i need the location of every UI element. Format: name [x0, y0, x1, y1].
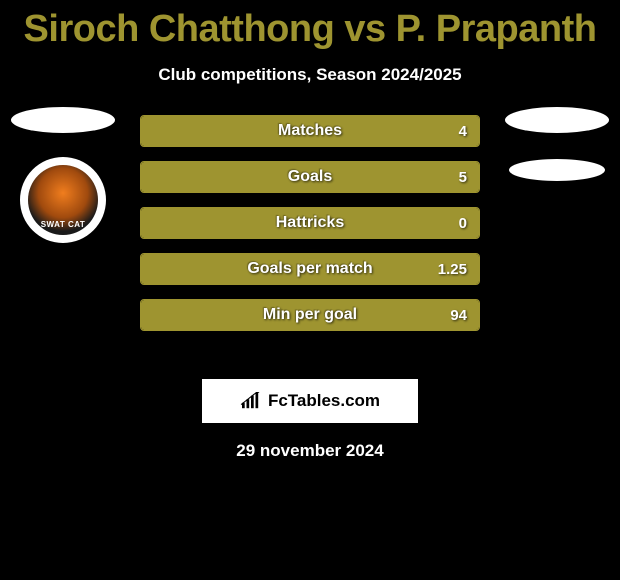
bar-label: Goals per match: [141, 254, 479, 284]
brand-box[interactable]: FcTables.com: [202, 379, 418, 423]
bar-value: 5: [459, 162, 467, 192]
page-title: Siroch Chatthong vs P. Prapanth: [0, 0, 620, 51]
stat-bar-goals: Goals 5: [140, 161, 480, 193]
date-label: 29 november 2024: [0, 441, 620, 461]
subtitle: Club competitions, Season 2024/2025: [0, 65, 620, 85]
left-team-badge: SWAT CAT: [20, 157, 106, 243]
right-player-column: [502, 107, 612, 181]
left-player-avatar-placeholder: [11, 107, 115, 133]
left-player-column: SWAT CAT: [8, 107, 118, 243]
stat-bar-hattricks: Hattricks 0: [140, 207, 480, 239]
bar-label: Matches: [141, 116, 479, 146]
comparison-content: SWAT CAT Matches 4 Goals 5 Hattricks 0 G…: [0, 115, 620, 375]
bar-label: Min per goal: [141, 300, 479, 330]
bar-value: 0: [459, 208, 467, 238]
right-team-badge-placeholder: [509, 159, 605, 181]
swat-cat-badge-icon: SWAT CAT: [28, 165, 98, 235]
stat-bar-matches: Matches 4: [140, 115, 480, 147]
stat-bar-goals-per-match: Goals per match 1.25: [140, 253, 480, 285]
bar-value: 94: [450, 300, 467, 330]
bar-value: 1.25: [438, 254, 467, 284]
brand-text: FcTables.com: [268, 391, 380, 411]
bar-label: Goals: [141, 162, 479, 192]
bar-chart-icon: [240, 392, 262, 410]
stat-bar-min-per-goal: Min per goal 94: [140, 299, 480, 331]
bar-label: Hattricks: [141, 208, 479, 238]
bar-value: 4: [459, 116, 467, 146]
right-player-avatar-placeholder: [505, 107, 609, 133]
badge-text: SWAT CAT: [28, 220, 98, 229]
stat-bars: Matches 4 Goals 5 Hattricks 0 Goals per …: [140, 115, 480, 345]
